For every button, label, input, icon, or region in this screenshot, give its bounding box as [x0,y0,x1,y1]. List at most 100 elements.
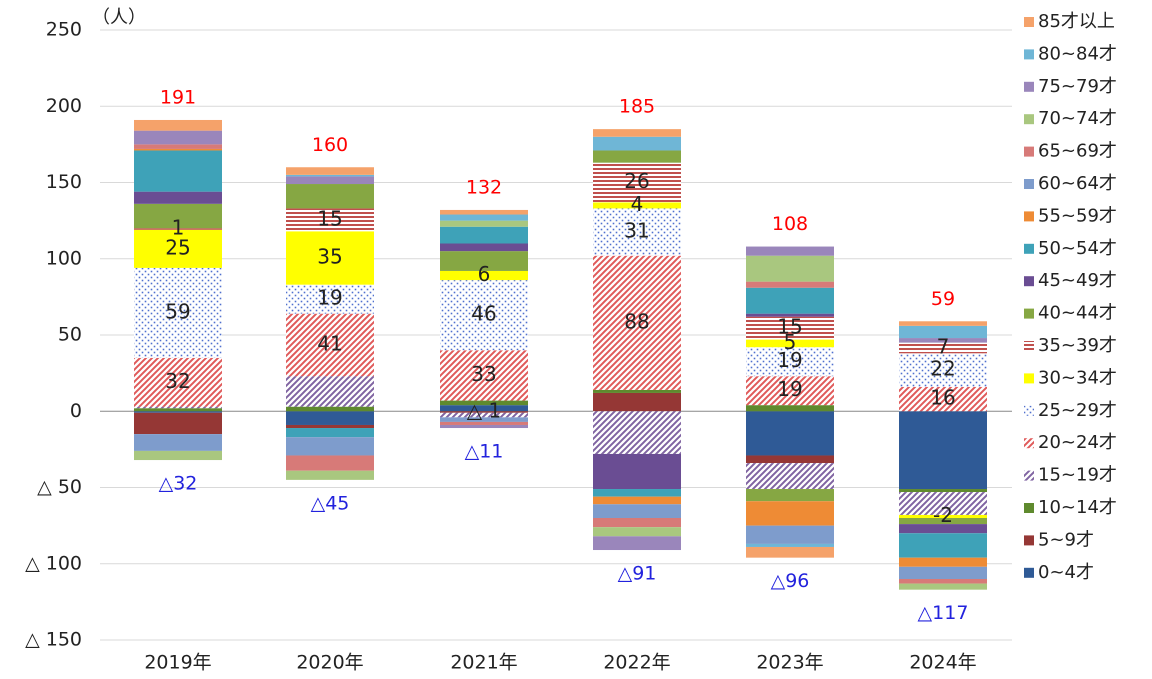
legend-label: 45~49才 [1038,270,1117,291]
data-label: 15 [777,315,802,339]
positive-total: 108 [772,213,808,235]
legend-label: 15~19才 [1038,465,1117,486]
data-label: 22 [930,357,955,381]
bar-segment [746,246,834,256]
legend-swatch [1024,81,1034,92]
data-label: 59 [165,299,190,323]
legend-swatch [1024,503,1034,513]
bar-segment [746,546,834,558]
bar-segment [134,148,222,151]
legend-label: 10~14才 [1038,497,1117,518]
bar-segment [593,489,681,497]
legend-swatch [1024,179,1034,189]
x-tick-label: 2023年 [756,652,823,674]
bar-segment [286,455,374,471]
data-label: 46 [471,302,496,326]
bar-segment [593,208,681,256]
bar-segment [440,424,528,429]
negative-total: △96 [771,570,810,592]
legend-label: 60~64才 [1038,173,1117,194]
bar-segment [899,533,987,558]
bar-segment [286,424,374,429]
bar-segment [440,214,528,221]
bar-segment [899,579,987,584]
bar-segment [899,386,987,412]
data-label: -2 [933,503,953,527]
y-tick-label: 50 [58,324,82,346]
y-tick-label: △ 50 [37,476,82,498]
bar-segment [899,518,987,525]
bar-segment [593,255,681,390]
bar-segment [440,412,528,418]
bar-segment [746,463,834,490]
positive-total: 59 [931,288,955,310]
bar-segment [440,226,528,244]
data-label: 4 [631,192,644,216]
legend-swatch [1024,211,1034,222]
bar-segment [286,470,374,480]
y-tick-label: 250 [46,19,82,41]
bar-segment [440,411,528,413]
y-tick-label: △ 100 [25,552,82,574]
bar-segment [746,405,834,412]
bar-segment [593,504,681,518]
data-label: 19 [317,286,342,310]
legend-label: 0~4才 [1038,562,1094,583]
bar-segment [286,184,374,209]
legend-label: 5~9才 [1038,529,1094,550]
bar-segment [440,417,528,422]
bar-segment [899,566,987,579]
bar-segment [593,411,681,454]
legend-swatch [1024,535,1034,546]
bar-segment [899,353,987,387]
legend-swatch [1024,17,1034,27]
bar-segment [899,411,987,490]
bar-segment [746,376,834,406]
negative-total: △45 [311,492,350,514]
legend-swatch [1024,438,1034,449]
y-tick-label: 100 [46,247,82,269]
legend-label: 25~29才 [1038,400,1117,421]
legend-label: 80~84才 [1038,43,1117,64]
bar-segment [593,202,681,209]
bar-segment [134,203,222,229]
bar-segment [593,518,681,528]
legend-swatch [1024,146,1034,157]
bar-segment [746,501,834,526]
bar-segment [440,405,528,412]
bar-segment [286,411,374,425]
positive-total: 132 [466,176,502,198]
data-label: 7 [937,334,950,358]
bar-segment [286,167,374,175]
bar-segment [134,357,222,407]
bar-segment [746,339,834,348]
bar-segment [593,536,681,551]
legend-label: 30~34才 [1038,367,1117,388]
bar-segment [746,287,834,314]
bar-segment [134,144,222,149]
positive-total: 160 [312,134,348,156]
unit-label: （人） [92,7,146,28]
bar-segment [134,229,222,268]
data-label: 31 [624,219,649,243]
bar-segment [899,489,987,493]
x-tick-label: 2020年 [296,652,363,674]
bar-segment [746,281,834,288]
bar-segment [593,136,681,151]
bar-segment [593,527,681,537]
bar-segment [593,150,681,163]
bar-segment [134,228,222,230]
bar-segment [746,489,834,502]
bar-segment [134,450,222,461]
data-label: 15 [317,206,342,230]
bar-segment [440,400,528,406]
y-tick-label: △ 150 [25,629,82,651]
bar-segment [593,162,681,203]
bar-segment [134,191,222,204]
bar-segment [286,406,374,412]
bar-segment [286,231,374,285]
bar-segment [899,514,987,518]
data-label: 1 [172,216,185,240]
bar-segment [134,406,222,409]
